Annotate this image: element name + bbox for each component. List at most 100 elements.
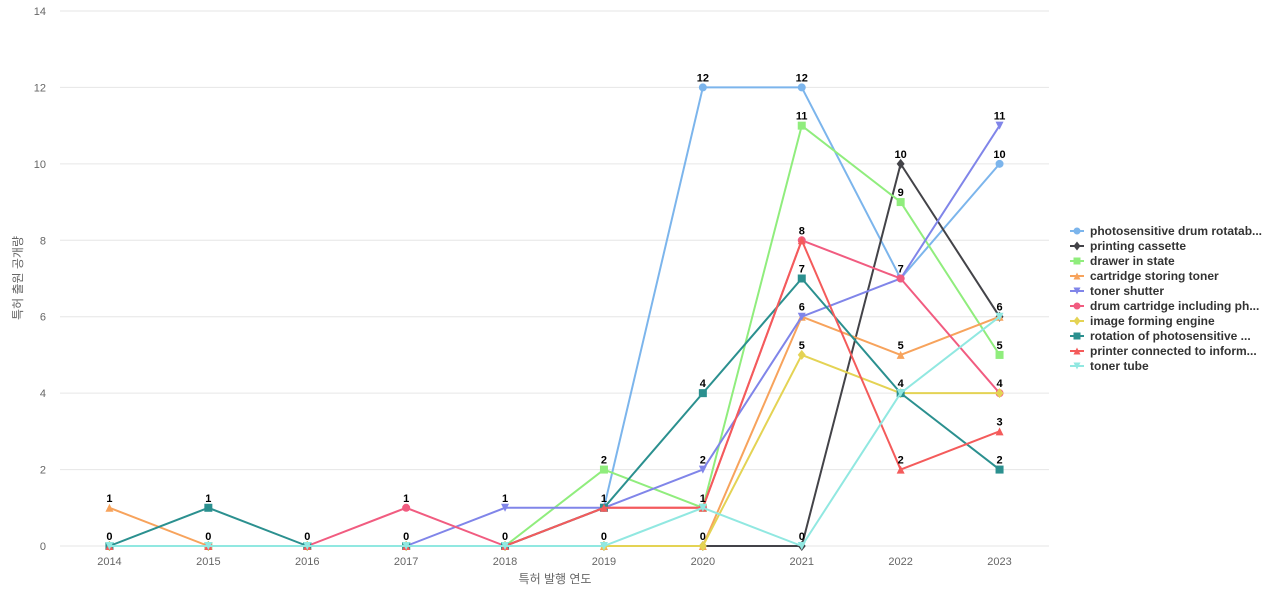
legend-label: toner shutter	[1090, 284, 1164, 298]
legend-symbol	[1073, 302, 1081, 310]
data-point	[797, 349, 806, 360]
data-label: 4	[996, 378, 1003, 390]
series-5	[105, 121, 1004, 550]
data-label: 10	[993, 149, 1005, 161]
data-point	[896, 350, 905, 359]
data-label: 0	[700, 531, 706, 543]
legend-item[interactable]: image forming engine	[1070, 314, 1215, 328]
data-label: 1	[502, 493, 508, 505]
data-point	[896, 465, 905, 474]
x-tick-label: 2020	[691, 556, 715, 568]
data-label: 0	[403, 531, 409, 543]
data-point	[303, 542, 312, 550]
data-label: 2	[601, 455, 607, 467]
data-label: 0	[304, 531, 310, 543]
legend-symbol	[1073, 362, 1081, 370]
data-point	[995, 312, 1004, 321]
legend-symbol	[1073, 332, 1081, 340]
data-point	[995, 388, 1004, 399]
y-tick-label: 4	[40, 388, 46, 400]
x-tick-label: 2021	[790, 556, 814, 568]
data-label: 8	[799, 225, 805, 237]
grid-lines	[60, 10, 1049, 547]
data-label: 2	[898, 455, 904, 467]
legend-symbol	[1073, 272, 1081, 280]
data-label: 0	[601, 531, 607, 543]
data-point	[995, 121, 1004, 130]
y-tick-label: 0	[40, 541, 46, 553]
x-tick-label: 2016	[295, 556, 319, 568]
data-label: 5	[996, 340, 1002, 352]
legend-symbol	[1073, 316, 1081, 326]
data-point	[204, 503, 213, 512]
x-tick-label: 2017	[394, 556, 418, 568]
x-axis-ticks: 2014 2015 2016 2017 2018 2019 2020 2021 2022 2023	[97, 556, 1012, 568]
series-line	[109, 162, 1001, 547]
legend-symbol	[1073, 287, 1081, 295]
data-label: 1	[700, 493, 706, 505]
series-line	[109, 353, 1000, 547]
legend-item[interactable]: toner tube	[1070, 359, 1149, 373]
data-label: 0	[205, 531, 211, 543]
data-point	[698, 389, 707, 398]
legend-item[interactable]: drum cartridge including ph...	[1070, 299, 1259, 313]
data-label: 4	[700, 378, 707, 390]
data-label: 9	[898, 187, 904, 199]
data-label: 0	[799, 531, 805, 543]
data-point	[896, 389, 905, 398]
data-label: 6	[996, 302, 1002, 314]
legend-label: drawer in state	[1090, 254, 1175, 268]
series-line	[109, 125, 1001, 547]
data-label: 5	[799, 340, 805, 352]
legend-item[interactable]: printer connected to inform...	[1070, 344, 1257, 358]
data-label: 2	[700, 455, 706, 467]
data-point	[698, 541, 707, 551]
y-tick-label: 14	[34, 6, 46, 18]
data-point	[896, 198, 905, 207]
legend-item[interactable]: toner shutter	[1070, 284, 1164, 298]
data-label: 6	[799, 302, 805, 314]
legend-item[interactable]: drawer in state	[1070, 254, 1175, 268]
y-axis-title: 특허 출원 공개량	[11, 236, 25, 320]
data-point	[797, 312, 806, 321]
data-point	[797, 274, 806, 283]
data-label: 10	[895, 149, 907, 161]
legend[interactable]: photosensitive drum rotatab...printing c…	[1070, 224, 1262, 373]
legend-item[interactable]: cartridge storing toner	[1070, 269, 1219, 283]
legend-item[interactable]: rotation of photosensitive ...	[1070, 329, 1251, 343]
legend-item[interactable]: printing cassette	[1070, 239, 1186, 253]
legend-label: image forming engine	[1090, 314, 1215, 328]
legend-symbol	[1073, 347, 1081, 355]
y-tick-label: 12	[34, 82, 46, 94]
data-label: 3	[996, 416, 1002, 428]
legend-label: drum cartridge including ph...	[1090, 299, 1259, 313]
data-point	[105, 542, 114, 550]
data-label: 1	[601, 493, 607, 505]
data-label: 0	[502, 531, 508, 543]
data-label: 11	[994, 111, 1006, 123]
data-label: 1	[205, 493, 211, 505]
y-tick-label: 2	[40, 465, 46, 477]
legend-item[interactable]: photosensitive drum rotatab...	[1070, 224, 1262, 238]
x-axis-title: 특허 발행 연도	[519, 571, 592, 586]
data-point	[797, 236, 806, 245]
data-point	[797, 542, 806, 550]
data-label: 4	[898, 378, 905, 390]
data-point	[105, 503, 114, 512]
x-tick-label: 2014	[97, 556, 121, 568]
data-point	[402, 503, 411, 512]
data-point	[698, 465, 707, 474]
data-label: 1	[403, 493, 409, 505]
x-tick-label: 2015	[196, 556, 220, 568]
series-3	[105, 121, 1004, 550]
data-label: 5	[898, 340, 904, 352]
x-tick-label: 2019	[592, 556, 616, 568]
data-point	[402, 542, 411, 550]
data-label: 12	[796, 72, 808, 84]
data-point	[599, 503, 608, 512]
data-point	[501, 542, 510, 550]
x-tick-label: 2018	[493, 556, 517, 568]
x-tick-label: 2023	[987, 556, 1011, 568]
series-line	[109, 277, 1001, 547]
